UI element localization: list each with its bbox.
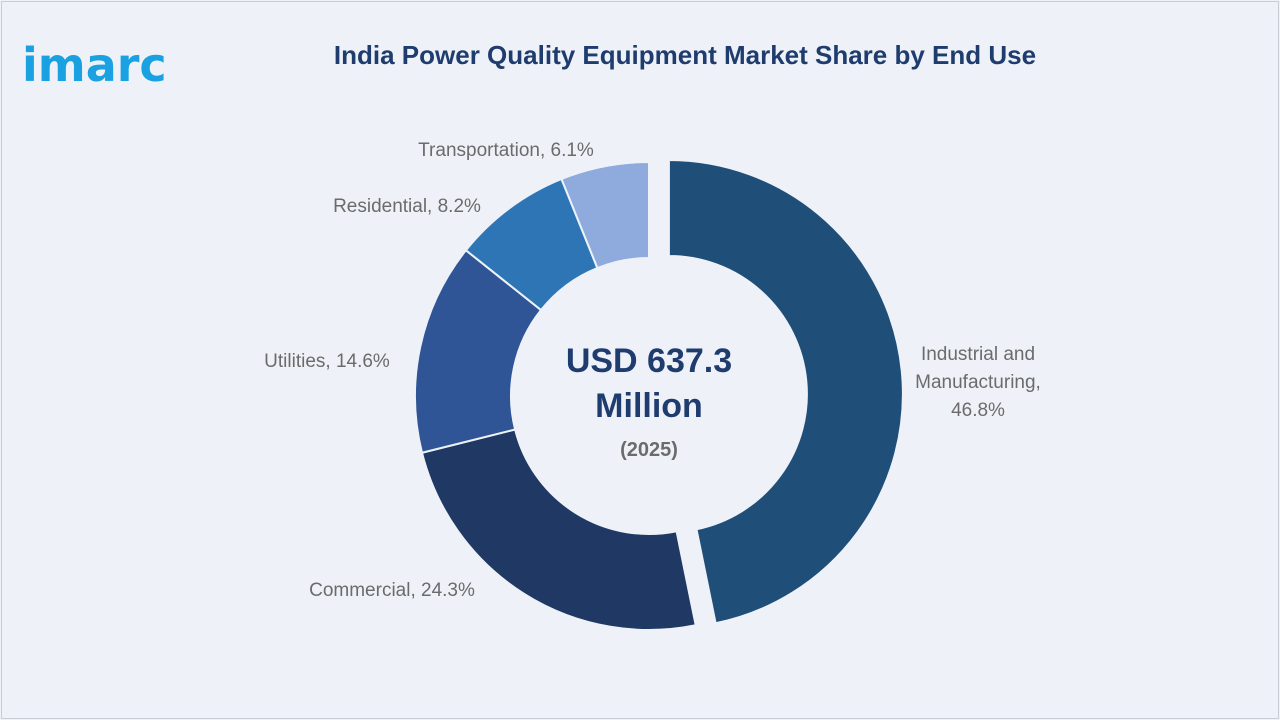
label-line: 46.8%: [951, 400, 1005, 421]
label-transportation: Transportation, 6.1%: [418, 140, 594, 161]
slice-commercial: [420, 428, 697, 631]
donut-slices: [414, 158, 904, 631]
chart-title: India Power Quality Equipment Market Sha…: [333, 40, 1037, 70]
label-line: Utilities, 14.6%: [264, 351, 390, 372]
label-line: Industrial and: [921, 344, 1035, 365]
label-utilities: Utilities, 14.6%: [264, 351, 390, 372]
label-industrial-and-manufacturing: Industrial and Manufacturing, 46.8%: [915, 344, 1041, 421]
slice-labels: Industrial and Manufacturing, 46.8% Commerc…: [264, 140, 1041, 601]
label-line: Manufacturing,: [915, 372, 1041, 393]
label-commercial: Commercial, 24.3%: [309, 580, 475, 601]
center-unit: Million: [595, 387, 703, 425]
center-year: (2025): [620, 439, 678, 461]
center-value: USD 637.3: [566, 342, 732, 380]
label-residential: Residential, 8.2%: [333, 196, 481, 217]
logo-text: imarc: [22, 38, 167, 92]
label-line: Residential, 8.2%: [333, 196, 481, 217]
slice-transportation: [560, 160, 650, 270]
imarc-logo: imarc: [22, 28, 212, 92]
slice-industrial-and-manufacturing: [667, 158, 904, 625]
label-line: Transportation, 6.1%: [418, 140, 594, 161]
label-line: Commercial, 24.3%: [309, 580, 475, 601]
center-text: USD 637.3 Million (2025): [566, 342, 732, 461]
